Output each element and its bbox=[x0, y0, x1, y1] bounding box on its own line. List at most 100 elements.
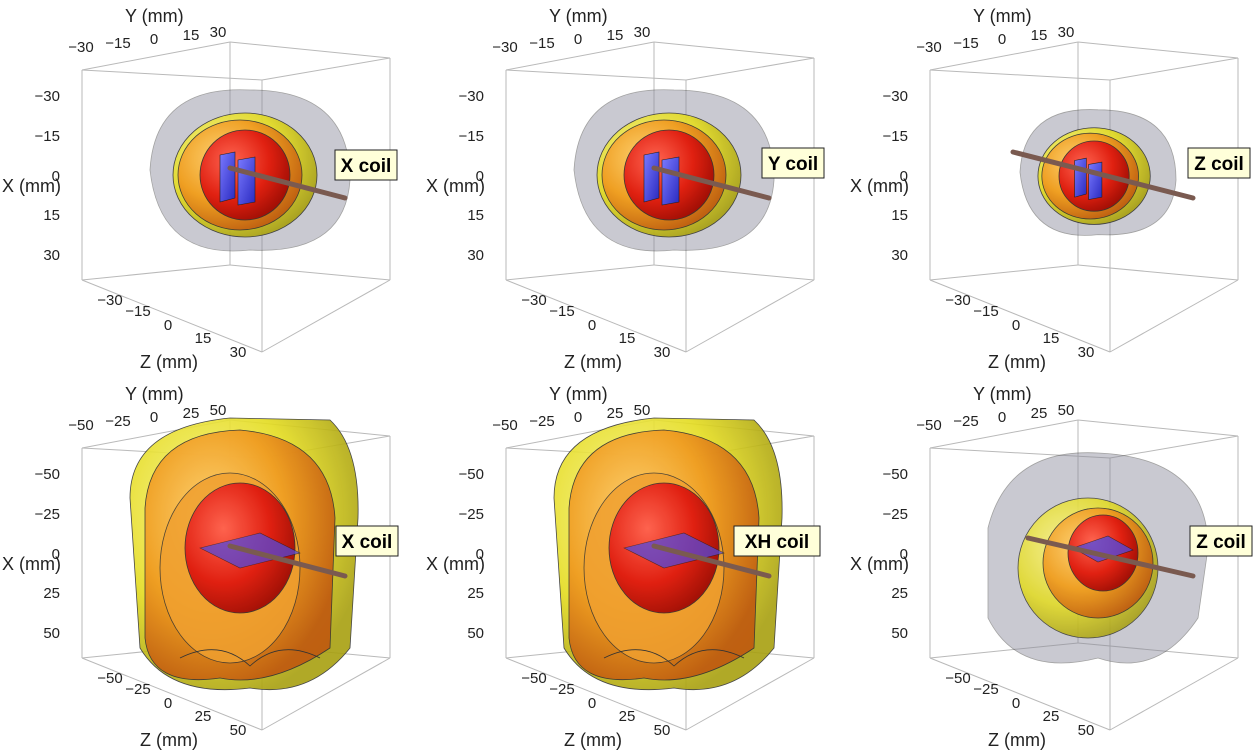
x-tick-label: 0 bbox=[52, 546, 60, 563]
bounding-box bbox=[929, 41, 1239, 353]
coil-label-box bbox=[335, 525, 399, 557]
y-tick-label: 30 bbox=[634, 24, 651, 41]
x-axis-title: X (mm) bbox=[2, 554, 61, 574]
x-tick-label: −15 bbox=[883, 128, 908, 145]
x-tick-label: −50 bbox=[883, 466, 908, 483]
z-tick-label: −25 bbox=[125, 681, 150, 698]
isosurface-shells bbox=[987, 452, 1209, 664]
y-tick-label: −25 bbox=[105, 413, 130, 430]
z-tick-label: −30 bbox=[521, 292, 546, 309]
y-tick-label: −30 bbox=[492, 39, 517, 56]
coil-block-right bbox=[1088, 161, 1103, 200]
z-tick-label: 15 bbox=[195, 330, 212, 347]
z-tick-label: 25 bbox=[1043, 708, 1060, 725]
z-tick-label: −50 bbox=[97, 670, 122, 687]
coil-block-right bbox=[661, 156, 680, 206]
coil-label: Y coil bbox=[768, 154, 818, 175]
y-tick-label: 0 bbox=[998, 409, 1006, 426]
x-tick-label: −50 bbox=[35, 466, 60, 483]
z-tick-label: −30 bbox=[97, 292, 122, 309]
y-tick-label: 30 bbox=[210, 24, 227, 41]
x-tick-label: 0 bbox=[52, 168, 60, 185]
z-tick-label: −50 bbox=[521, 670, 546, 687]
z-axis-title: Z (mm) bbox=[564, 352, 622, 372]
z-tick-label: 0 bbox=[164, 695, 172, 712]
x-tick-label: 0 bbox=[900, 546, 908, 563]
z-tick-label: 30 bbox=[230, 344, 247, 361]
z-axis-title: Z (mm) bbox=[140, 352, 198, 372]
y-axis-title: Y (mm) bbox=[549, 6, 608, 26]
x-tick-label: 30 bbox=[43, 247, 60, 264]
coil-label: Z coil bbox=[1196, 532, 1246, 553]
z-axis-title: Z (mm) bbox=[988, 730, 1046, 750]
z-tick-label: −25 bbox=[549, 681, 574, 698]
z-axis-title: Z (mm) bbox=[988, 352, 1046, 372]
x-tick-label: 15 bbox=[43, 207, 60, 224]
y-tick-label: −50 bbox=[68, 417, 93, 434]
y-tick-label: 15 bbox=[1031, 27, 1048, 44]
z-axis-title: Z (mm) bbox=[564, 730, 622, 750]
y-tick-label: 50 bbox=[1058, 402, 1075, 419]
coil-rod bbox=[1010, 149, 1196, 201]
z-tick-label: −15 bbox=[549, 303, 574, 320]
y-tick-label: 25 bbox=[607, 405, 624, 422]
z-tick-label: −15 bbox=[973, 303, 998, 320]
x-axis-title: X (mm) bbox=[426, 176, 485, 196]
x-tick-label: 15 bbox=[891, 207, 908, 224]
y-tick-label: 0 bbox=[574, 409, 582, 426]
coil-label: X coil bbox=[342, 532, 393, 553]
y-tick-label: 25 bbox=[1031, 405, 1048, 422]
y-tick-label: 0 bbox=[574, 31, 582, 48]
y-tick-label: 50 bbox=[210, 402, 227, 419]
coil-rod bbox=[227, 543, 348, 579]
coil-rod bbox=[227, 165, 348, 201]
z-tick-label: 50 bbox=[1078, 722, 1095, 739]
coil-rod bbox=[1025, 535, 1196, 579]
z-tick-label: 25 bbox=[195, 708, 212, 725]
panel-top-left: Y (mm)X (mm)Z (mm)−30 −15 0 15 30−30−1501530… bbox=[2, 6, 398, 372]
isosurface-shells bbox=[129, 417, 359, 691]
y-axis-title: Y (mm) bbox=[125, 6, 184, 26]
y-tick-label: −15 bbox=[105, 35, 130, 52]
z-tick-label: −15 bbox=[125, 303, 150, 320]
isosurface-shells bbox=[1019, 109, 1177, 236]
x-tick-label: 50 bbox=[43, 625, 60, 642]
z-tick-label: 15 bbox=[619, 330, 636, 347]
x-tick-label: 25 bbox=[43, 585, 60, 602]
y-tick-label: 25 bbox=[183, 405, 200, 422]
x-tick-label: −25 bbox=[459, 506, 484, 523]
y-tick-label: −25 bbox=[529, 413, 554, 430]
x-tick-label: −25 bbox=[35, 506, 60, 523]
coil-label-box bbox=[761, 147, 825, 179]
x-axis-title: X (mm) bbox=[850, 176, 909, 196]
panel-bottom-middle: Y (mm)X (mm)Z (mm)−50 −25 0 25 50−50−2502550… bbox=[426, 384, 821, 750]
coil-rod bbox=[651, 165, 772, 201]
y-tick-label: −30 bbox=[68, 39, 93, 56]
x-tick-label: −15 bbox=[459, 128, 484, 145]
panel-bottom-left: Y (mm)X (mm)Z (mm)−50 −25 0 25 50−50−2502550… bbox=[2, 384, 399, 750]
x-tick-label: 0 bbox=[476, 168, 484, 185]
x-axis-title: X (mm) bbox=[2, 176, 61, 196]
panel-top-middle: Y (mm)X (mm)Z (mm)−30 −15 0 15 30−30−1501530… bbox=[426, 6, 825, 372]
z-tick-label: 30 bbox=[654, 344, 671, 361]
coil-block-right bbox=[237, 156, 256, 206]
y-axis-title: Y (mm) bbox=[125, 384, 184, 404]
z-tick-label: 0 bbox=[1012, 695, 1020, 712]
x-tick-label: −30 bbox=[459, 88, 484, 105]
y-axis-title: Y (mm) bbox=[973, 6, 1032, 26]
x-axis-title: X (mm) bbox=[850, 554, 909, 574]
y-axis-title: Y (mm) bbox=[549, 384, 608, 404]
panel-top-right: Y (mm)X (mm)Z (mm)−30 −15 0 15 30−30−1501530… bbox=[850, 6, 1251, 372]
coil-block-left bbox=[219, 151, 236, 203]
y-tick-label: −50 bbox=[916, 417, 941, 434]
coil-label: XH coil bbox=[745, 532, 809, 553]
coil-label: X coil bbox=[341, 156, 392, 177]
coil-block-left bbox=[643, 151, 660, 203]
y-tick-label: −15 bbox=[953, 35, 978, 52]
z-tick-label: 0 bbox=[588, 317, 596, 334]
x-tick-label: 25 bbox=[891, 585, 908, 602]
x-tick-label: −25 bbox=[883, 506, 908, 523]
z-tick-label: 50 bbox=[654, 722, 671, 739]
coil-label-box bbox=[1189, 525, 1253, 557]
x-tick-label: 15 bbox=[467, 207, 484, 224]
